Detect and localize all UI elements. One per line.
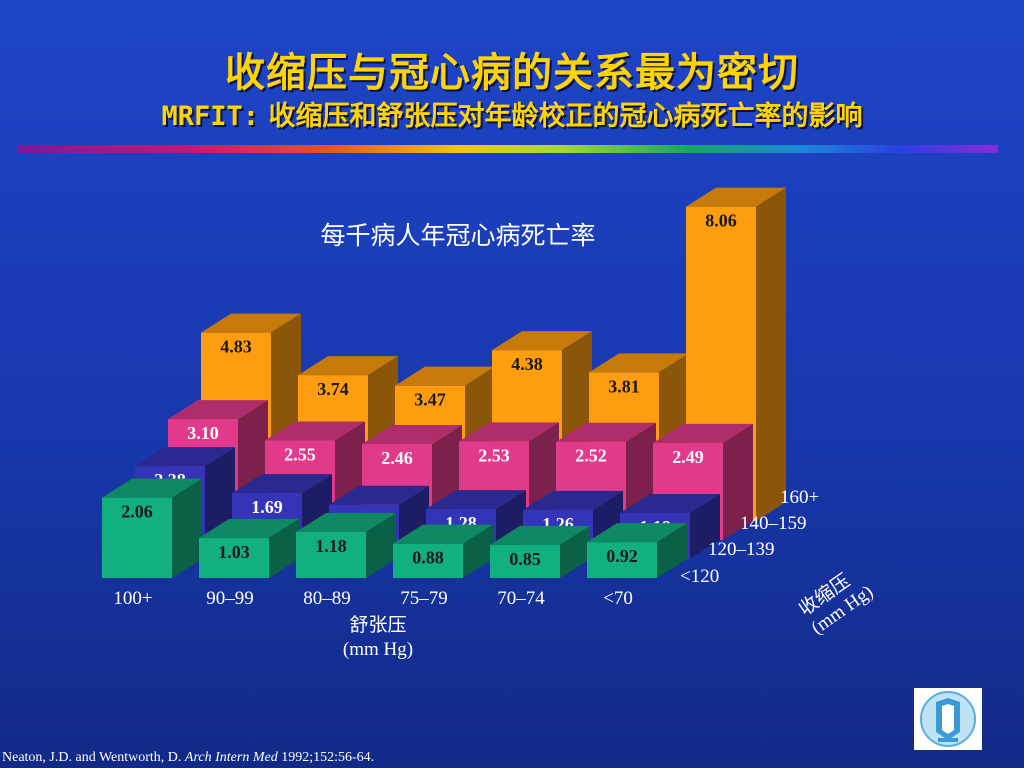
data-label: 1.69 <box>251 497 283 517</box>
bar-top <box>686 187 786 207</box>
x-tick-label: <70 <box>603 588 633 609</box>
bar-top <box>492 331 592 351</box>
data-label: 3.47 <box>414 390 446 410</box>
z-axis-label-group: 收缩压(mm Hg) <box>795 570 877 639</box>
data-label: 3.74 <box>317 379 349 399</box>
data-label: 3.81 <box>608 376 640 396</box>
data-label: 2.49 <box>672 447 704 467</box>
series-label: 120–139 <box>708 539 775 560</box>
data-label: 1.18 <box>315 536 347 556</box>
subtitle-main: 收缩压和舒张压对年龄校正的冠心病死亡率的影响 <box>268 101 863 132</box>
bar-top <box>265 421 365 441</box>
bar-top <box>620 493 720 513</box>
bar-top <box>587 523 687 543</box>
data-label: 0.85 <box>509 549 541 569</box>
x-tick-label: 100+ <box>113 588 152 609</box>
data-label: 2.46 <box>381 448 413 468</box>
bar-top <box>426 490 526 510</box>
bar-top <box>296 512 396 532</box>
bar-top <box>102 478 202 498</box>
bar-front <box>199 537 269 578</box>
logo-emblem-icon <box>920 691 976 747</box>
x-tick-label: 80–89 <box>303 588 351 609</box>
bar-top <box>395 366 495 386</box>
bar-top <box>362 425 462 445</box>
bar-top <box>393 524 493 544</box>
subtitle-prefix: MRFIT: <box>161 101 260 132</box>
bar-0-1 <box>199 518 299 578</box>
bar-side <box>657 523 687 578</box>
bar-0-4 <box>490 525 590 578</box>
data-label: 4.38 <box>511 354 543 374</box>
x-tick-label: 75–79 <box>400 588 448 609</box>
data-label: 2.55 <box>284 445 316 465</box>
bar-top <box>298 356 398 376</box>
bar-top <box>329 485 429 505</box>
data-label: 3.10 <box>187 423 219 443</box>
slide-title: 收缩压与冠心病的关系最为密切 <box>225 50 799 96</box>
bar-top <box>168 400 268 420</box>
bar-top <box>490 525 590 545</box>
bar-0-3 <box>393 524 493 578</box>
bar-side <box>723 423 753 540</box>
data-label: 0.92 <box>606 546 638 566</box>
bar-top <box>232 474 332 494</box>
rainbow-divider <box>18 145 998 153</box>
series-label: 140–159 <box>740 513 807 534</box>
bar-0-2 <box>296 512 396 578</box>
bar-0-5 <box>587 523 687 578</box>
bar-side <box>560 525 590 578</box>
bar-top <box>199 518 299 538</box>
citation-ref: 1992;152:56-64. <box>281 750 375 765</box>
bar-top <box>459 422 559 442</box>
x-tick-label: 70–74 <box>497 588 545 609</box>
citation-authors: Neaton, J.D. and Wentworth, D. <box>2 750 182 765</box>
bar-side <box>756 187 786 521</box>
data-label: 2.06 <box>121 502 153 522</box>
bar-front <box>587 542 657 578</box>
bar-front <box>393 543 463 578</box>
data-label: 4.83 <box>220 337 252 357</box>
institution-logo <box>914 688 982 750</box>
bar-front <box>296 531 366 578</box>
slide-subtitle: MRFIT: 收缩压和舒张压对年龄校正的冠心病死亡率的影响 <box>0 94 1024 133</box>
data-label: 2.53 <box>478 445 510 465</box>
series-label: <120 <box>680 566 719 587</box>
data-label: 1.03 <box>218 542 250 562</box>
bar-0-0 <box>102 478 202 578</box>
bar-top <box>589 353 689 373</box>
bar-side <box>269 518 299 578</box>
bar-top <box>201 313 301 333</box>
bar-top <box>556 422 656 442</box>
x-tick-label: 90–99 <box>206 588 254 609</box>
citation-journal: Arch Intern Med <box>184 750 278 765</box>
bar-side <box>690 493 720 559</box>
bar-front <box>102 497 172 578</box>
x-axis-unit: (mm Hg) <box>343 639 413 660</box>
data-label: 0.88 <box>412 548 444 568</box>
bar-top <box>523 490 623 510</box>
bar-side <box>366 512 396 578</box>
bar-front <box>490 544 560 578</box>
bar-top <box>653 423 753 443</box>
citation: Neaton, J.D. and Wentworth, D. Arch Inte… <box>2 750 374 766</box>
data-label: 8.06 <box>705 211 737 231</box>
data-label: 2.52 <box>575 446 607 466</box>
bar-side <box>172 478 202 578</box>
bar-top <box>135 447 235 467</box>
series-label: 160+ <box>780 487 819 508</box>
x-axis-label: 舒张压 <box>349 614 406 636</box>
chart-title: 每千病人年冠心病死亡率 <box>320 221 595 250</box>
bar-side <box>463 524 493 578</box>
